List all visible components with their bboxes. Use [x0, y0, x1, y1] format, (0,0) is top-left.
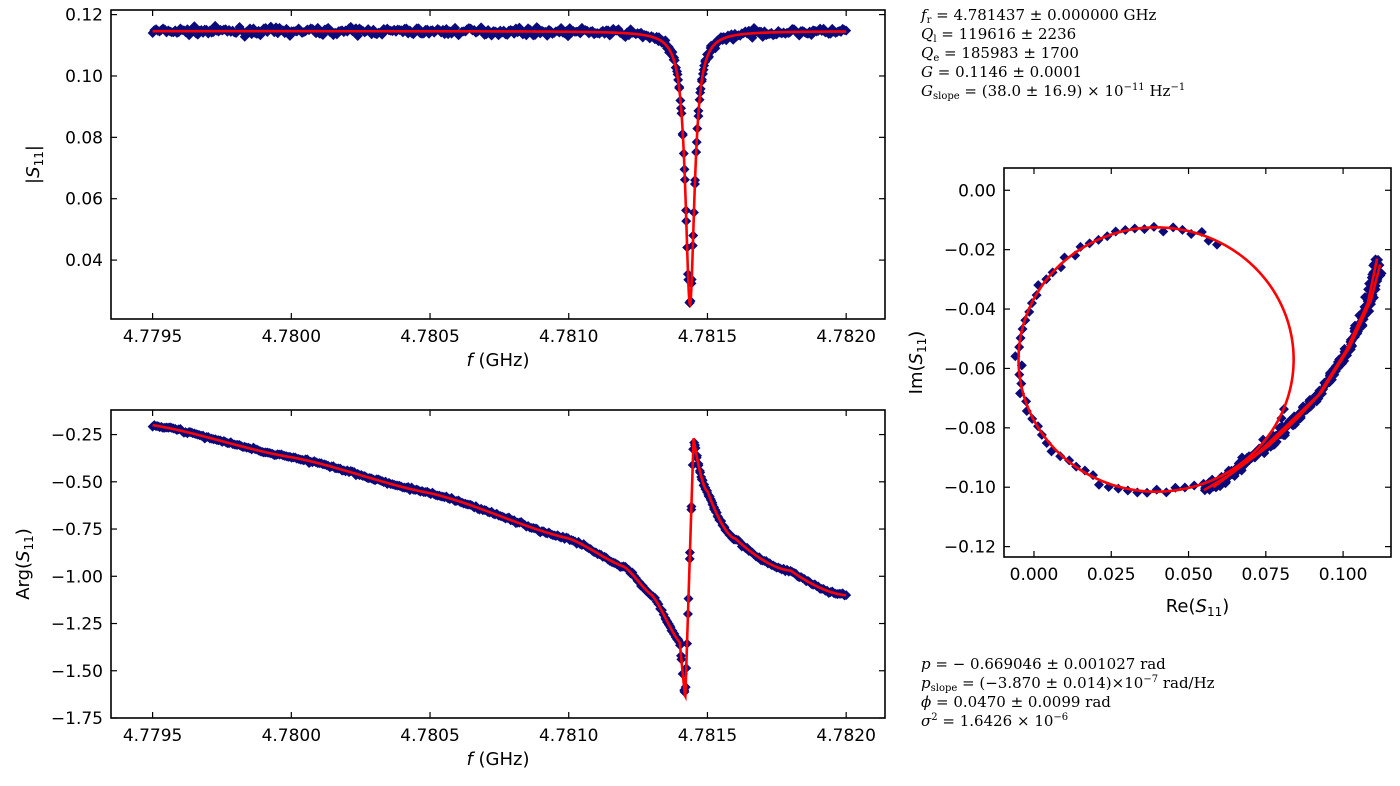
magnitude-data-point	[533, 23, 544, 34]
iq-xtick-label: 0.075	[1241, 565, 1290, 585]
phase-xtick-label: 4.7805	[400, 726, 459, 746]
phase-ytick-label: −1.75	[51, 709, 103, 729]
pslope-line: pslope = (−3.870 ± 0.014)×10−7 rad/Hz	[921, 674, 1215, 694]
magnitude-data-point	[575, 28, 586, 39]
iq-data-point	[1055, 451, 1066, 462]
magnitude-xlabel: f (GHz)	[466, 350, 529, 371]
g-line: G = 0.1146 ± 0.0001	[921, 63, 1083, 81]
iq-frame	[1003, 167, 1392, 558]
iq-xtick-label: 0.025	[1087, 565, 1136, 585]
magnitude-ytick-label: 0.04	[65, 251, 103, 271]
sigma2-line: σ2 = 1.6426 × 10−6	[921, 712, 1069, 730]
magnitude-data-point	[841, 25, 852, 36]
iq-xlabel: Re(S11)	[1166, 596, 1230, 619]
iq-fit-tail	[1203, 258, 1379, 492]
iq-xtick-label: 0.100	[1319, 565, 1368, 585]
iq-ytick-label: −0.06	[944, 359, 996, 379]
fr-line: fr = 4.781437 ± 0.000000 GHz	[921, 6, 1157, 26]
fit-parameters-top: fr = 4.781437 ± 0.000000 GHz Ql = 119616…	[921, 6, 1186, 102]
iq-xtick-label: 0.050	[1164, 565, 1213, 585]
phi-line: ϕ = 0.0470 ± 0.0099 rad	[921, 693, 1111, 711]
iq-data-point	[1093, 479, 1104, 490]
phase-frame	[110, 409, 886, 719]
magnitude-data-point	[818, 23, 829, 34]
iq-xtick-label: 0.000	[1010, 565, 1059, 585]
iq-data-point	[1041, 437, 1052, 448]
magnitude-ytick-label: 0.08	[65, 128, 103, 148]
phase-ytick-label: −1.25	[51, 615, 103, 635]
phase-xtick-label: 4.7815	[678, 726, 737, 746]
phase-plot-area	[147, 420, 852, 702]
iq-plot: 0.000 0.025 0.050 0.075 0.100 −0.12 −0.10 −0.08…	[906, 167, 1392, 619]
magnitude-xtick-label: 4.7795	[123, 327, 182, 347]
magnitude-plot: 4.7795 4.7800 4.7805 4.7810 4.7815 4.7820 0.04…	[23, 6, 886, 371]
iq-ytick-label: −0.04	[944, 300, 996, 320]
magnitude-data-point	[192, 29, 203, 40]
iq-ytick-label: −0.08	[944, 419, 996, 439]
magnitude-data-point	[413, 23, 424, 34]
phase-xtick-label: 4.7795	[123, 726, 182, 746]
p-line: p = − 0.669046 ± 0.001027 rad	[921, 655, 1166, 673]
magnitude-xtick-label: 4.7800	[262, 327, 321, 347]
gslope-line: Gslope = (38.0 ± 16.9) × 10−11 Hz−1	[921, 82, 1186, 102]
phase-ylabel: Arg(S11)	[13, 528, 36, 600]
magnitude-data-point	[759, 26, 770, 37]
magnitude-xtick-label: 4.7820	[816, 327, 875, 347]
iq-plot-area	[1010, 221, 1387, 498]
phase-data-point	[841, 590, 852, 601]
iq-fit-tail	[1212, 264, 1382, 489]
phase-fit-line	[152, 423, 847, 702]
iq-ytick-label: −0.10	[944, 478, 996, 498]
phase-ytick-label: −1.00	[51, 567, 103, 587]
magnitude-data-point	[542, 30, 553, 41]
magnitude-data-point	[317, 29, 328, 40]
phase-xtick-label: 4.7820	[816, 726, 875, 746]
magnitude-fit-line	[152, 29, 847, 308]
magnitude-xtick-label: 4.7810	[539, 327, 598, 347]
phase-ytick-label: −0.50	[51, 473, 103, 493]
fit-parameters-bottom: p = − 0.669046 ± 0.001027 rad pslope = (…	[921, 655, 1215, 731]
magnitude-ylabel: |S11|	[23, 145, 46, 184]
magnitude-plot-area	[147, 20, 852, 308]
qe-line: Qe = 185983 ± 1700	[921, 44, 1079, 64]
iq-ytick-label: −0.12	[944, 538, 996, 558]
iq-ytick-label: −0.02	[944, 241, 996, 261]
magnitude-ytick-label: 0.12	[65, 6, 103, 26]
phase-ytick-label: −0.25	[51, 426, 103, 446]
phase-xtick-label: 4.7800	[262, 726, 321, 746]
phase-ytick-label: −1.50	[51, 662, 103, 682]
magnitude-xtick-label: 4.7815	[678, 327, 737, 347]
iq-data-point	[1151, 484, 1162, 495]
magnitude-xtick-label: 4.7805	[400, 327, 459, 347]
magnitude-data-point	[446, 28, 457, 39]
phase-xlabel: f (GHz)	[466, 749, 529, 770]
magnitude-frame	[110, 9, 886, 320]
iq-ytick-label: 0.00	[958, 181, 996, 201]
iq-ylabel: Im(S11)	[906, 331, 929, 395]
phase-ytick-label: −0.75	[51, 520, 103, 540]
ql-line: Ql = 119616 ± 2236	[921, 25, 1077, 45]
phase-xtick-label: 4.7810	[539, 726, 598, 746]
magnitude-ytick-label: 0.06	[65, 190, 103, 210]
iq-fit-circle	[1017, 226, 1295, 493]
magnitude-ytick-label: 0.10	[65, 67, 103, 87]
magnitude-data-point	[182, 24, 193, 35]
phase-plot: 4.7795 4.7800 4.7805 4.7810 4.7815 4.7820 −1.7…	[13, 409, 886, 770]
